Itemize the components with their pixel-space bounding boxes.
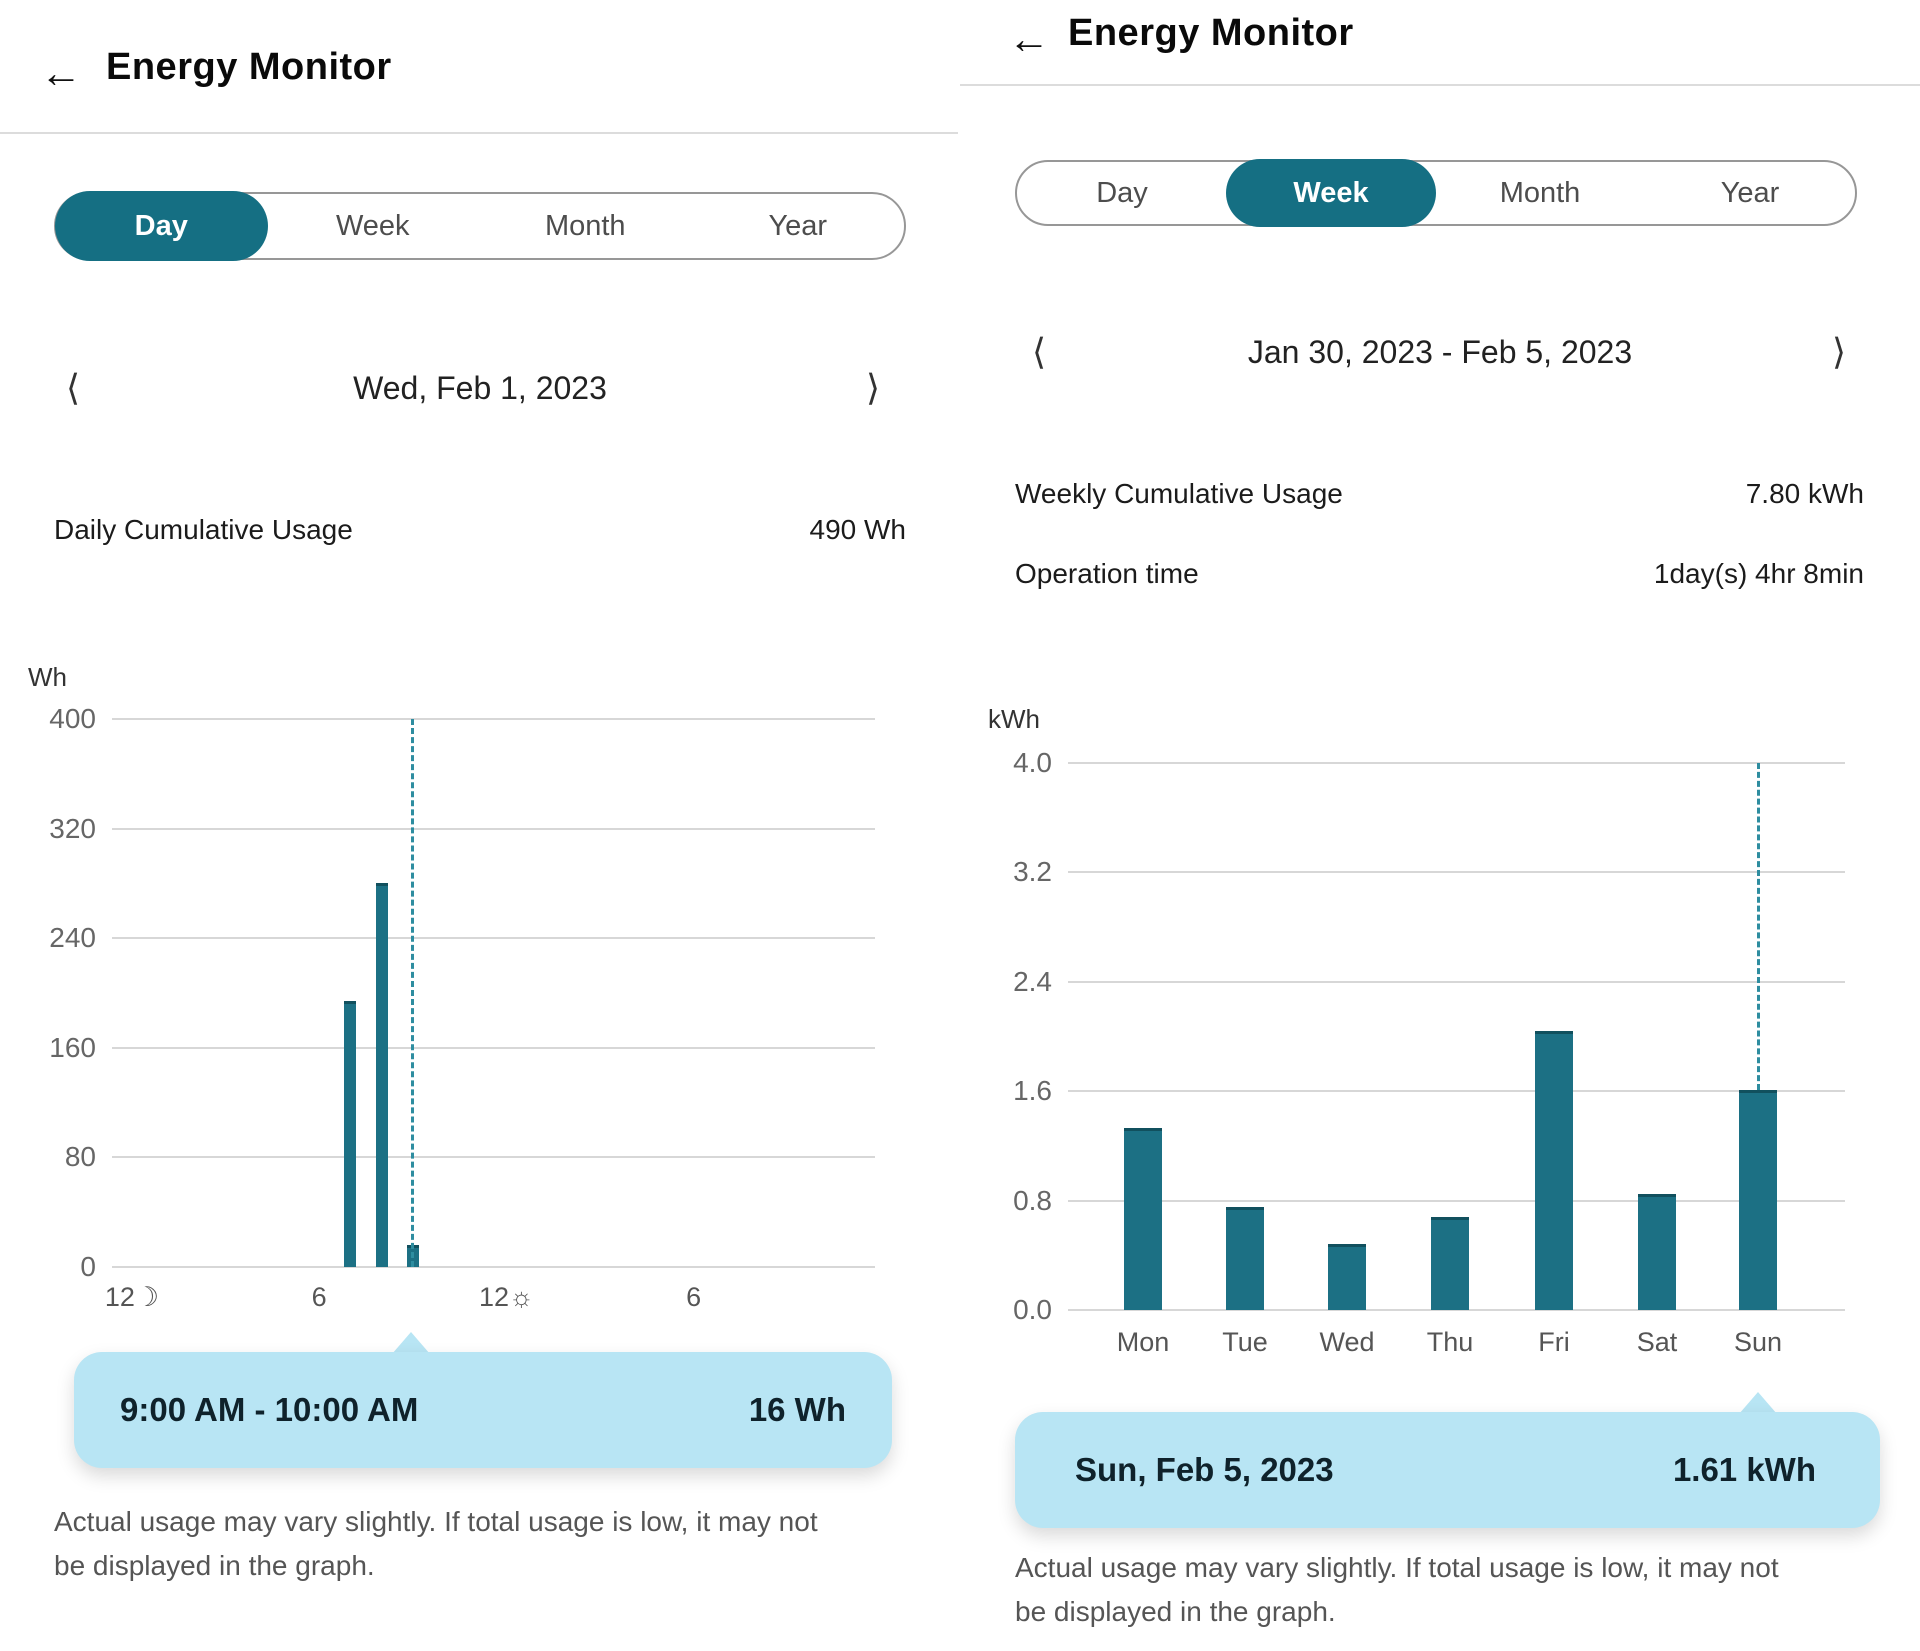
tab-week[interactable]: Week (1226, 159, 1436, 227)
y-gridline (1068, 762, 1845, 764)
y-tick-label: 2.4 (1013, 965, 1052, 997)
header-divider (960, 84, 1920, 86)
y-gridline (112, 1156, 875, 1159)
x-tick-label: Sat (1636, 1327, 1678, 1357)
y-tick-label: 4.0 (1013, 747, 1052, 778)
usage-tooltip: Sun, Feb 5, 2023 1.61 kWh (1015, 1412, 1880, 1528)
y-gridline (1068, 871, 1845, 874)
y-tick-label: 160 (49, 1031, 96, 1063)
usage-bar[interactable] (1535, 1031, 1573, 1310)
y-gridline (1068, 980, 1845, 983)
week-view-panel: ← Energy Monitor Day Week Month Year ⟨ J… (960, 0, 1920, 1651)
daily-usage-chart: Wh 0 80 160 240 320 400 12☽ 6 12☼ 6 (0, 660, 960, 1340)
y-gridline (112, 1046, 875, 1049)
tooltip-time-range: 9:00 AM - 10:00 AM (120, 1391, 419, 1428)
next-date-chevron-icon[interactable]: ⟩ (1832, 331, 1847, 372)
time-range-tabs: Day Week Month Year (54, 191, 906, 261)
x-tick-label: 6 (311, 1282, 327, 1312)
y-tick-label: 240 (49, 922, 96, 954)
tooltip-usage-value: 1.61 kWh (1672, 1451, 1816, 1488)
cumulative-usage-label: Weekly Cumulative Usage (1015, 478, 1343, 509)
y-gridline (112, 937, 875, 940)
usage-bar[interactable] (1431, 1217, 1469, 1310)
usage-bar[interactable] (375, 883, 388, 1267)
usage-bar[interactable] (1638, 1193, 1676, 1310)
y-tick-label: 400 (49, 703, 96, 734)
back-arrow-icon[interactable]: ← (40, 49, 82, 96)
next-date-chevron-icon[interactable]: ⟩ (866, 367, 881, 408)
prev-date-chevron-icon[interactable]: ⟨ (1032, 331, 1047, 372)
usage-bar[interactable] (344, 1001, 357, 1267)
tooltip-arrow (1739, 1392, 1777, 1414)
weekly-usage-chart: kWh 0.0 0.8 1.6 2.4 3.2 4.0 Mon Tue Wed Thu Fri Sat… (960, 700, 1920, 1380)
tab-month[interactable]: Month (1499, 176, 1581, 209)
usage-disclaimer: Actual usage may vary slightly. If total… (1015, 1552, 1779, 1627)
y-gridline (112, 1266, 875, 1268)
y-axis-unit-label: Wh (28, 662, 67, 692)
cumulative-usage-value: 7.80 kWh (1745, 478, 1864, 509)
usage-bar[interactable] (1739, 1089, 1777, 1310)
y-tick-label: 0.8 (1013, 1184, 1052, 1216)
cumulative-usage-label: Daily Cumulative Usage (54, 514, 353, 545)
back-arrow-icon[interactable]: ← (1008, 15, 1050, 62)
tab-year[interactable]: Year (768, 209, 828, 242)
x-tick-label: Fri (1538, 1327, 1570, 1357)
operation-time-label: Operation time (1015, 558, 1199, 589)
y-tick-label: 80 (64, 1141, 96, 1173)
y-tick-label: 0 (80, 1251, 96, 1282)
tab-year[interactable]: Year (1720, 176, 1780, 209)
usage-tooltip: 9:00 AM - 10:00 AM 16 Wh (74, 1352, 892, 1468)
tooltip-date: Sun, Feb 5, 2023 (1075, 1451, 1334, 1488)
y-gridline (1068, 1309, 1845, 1311)
selection-dashed-line (411, 719, 415, 1267)
x-tick-label: Thu (1426, 1327, 1474, 1357)
cumulative-usage-value: 490 Wh (809, 514, 907, 545)
tab-day[interactable]: Day (1096, 176, 1148, 209)
y-tick-label: 320 (49, 812, 96, 844)
y-tick-label: 0.0 (1013, 1294, 1052, 1325)
x-tick-label: Tue (1222, 1327, 1268, 1357)
page-title: Energy Monitor (106, 46, 392, 88)
x-tick-label: Sun (1733, 1327, 1783, 1357)
operation-time-value: 1day(s) 4hr 8min (1653, 558, 1864, 589)
date-label: Wed, Feb 1, 2023 (353, 370, 607, 406)
x-tick-label: 12☽ (104, 1282, 160, 1312)
x-tick-label: 12☼ (479, 1282, 534, 1312)
tooltip-arrow (392, 1332, 430, 1354)
y-axis-unit-label: kWh (988, 704, 1040, 734)
day-view-panel: ← Energy Monitor Day Week Month Year ⟨ W… (0, 46, 960, 1581)
date-range-label: Jan 30, 2023 - Feb 5, 2023 (1247, 334, 1633, 370)
y-gridline (112, 718, 875, 720)
header-divider (0, 132, 958, 134)
y-gridline (1068, 1199, 1845, 1202)
x-tick-label: Wed (1319, 1327, 1375, 1357)
tooltip-usage-value: 16 Wh (748, 1391, 846, 1428)
page-title: Energy Monitor (1068, 12, 1354, 54)
y-gridline (1068, 1090, 1845, 1093)
y-gridline (112, 827, 875, 830)
x-tick-label: 6 (686, 1282, 702, 1312)
prev-date-chevron-icon[interactable]: ⟨ (66, 367, 81, 408)
usage-bar[interactable] (1328, 1244, 1366, 1310)
selection-dashed-line (1756, 763, 1760, 1090)
y-tick-label: 3.2 (1013, 856, 1052, 888)
tab-day[interactable]: Day (55, 191, 268, 261)
time-range-tabs: Day Week Month Year (1015, 159, 1857, 227)
tab-month[interactable]: Month (544, 209, 626, 242)
tab-week[interactable]: Week (335, 209, 410, 242)
usage-disclaimer: Actual usage may vary slightly. If total… (54, 1506, 818, 1581)
usage-bar[interactable] (1124, 1128, 1162, 1310)
usage-bar[interactable] (1226, 1207, 1264, 1310)
x-tick-label: Mon (1116, 1327, 1170, 1357)
y-tick-label: 1.6 (1013, 1075, 1052, 1107)
